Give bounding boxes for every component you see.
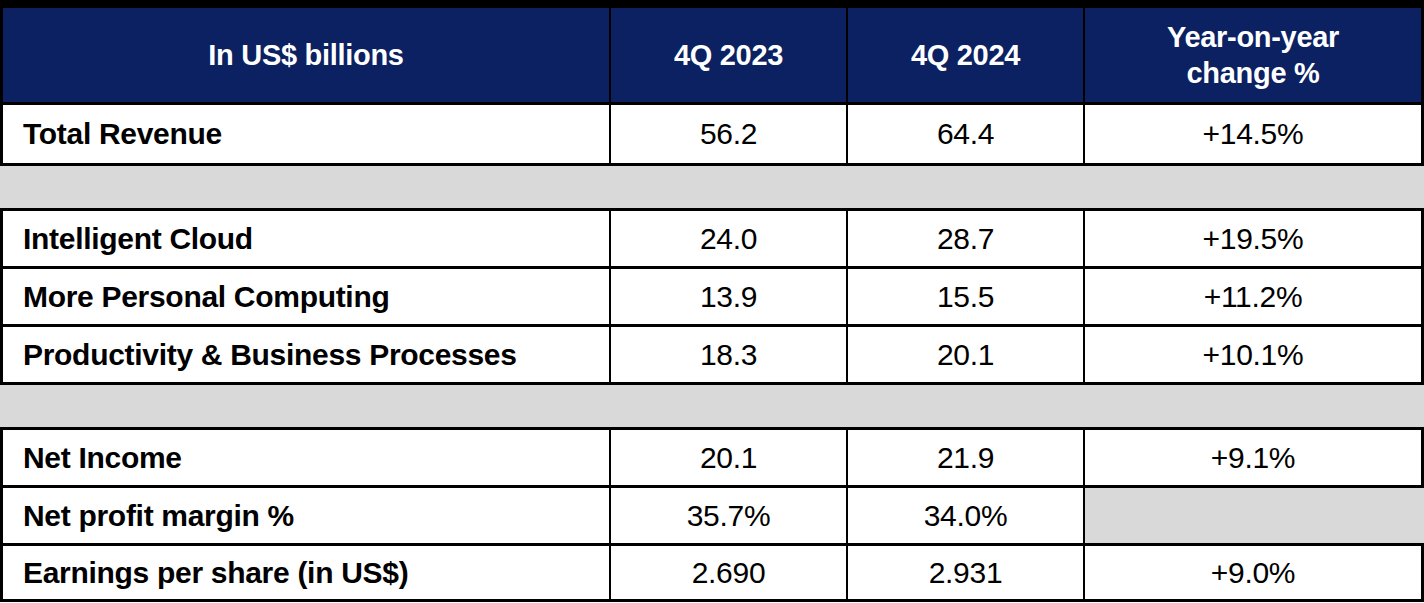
- table-row-earnings-per-share: Earnings per share (in US$) 2.690 2.931 …: [0, 546, 1424, 602]
- row-label: Earnings per share (in US$): [3, 546, 611, 599]
- value-4q2023: 20.1: [611, 430, 848, 485]
- value-yoy-change: +14.5%: [1085, 105, 1421, 163]
- header-label-4q2024: 4Q 2024: [911, 37, 1020, 73]
- value-yoy-change: +9.1%: [1085, 430, 1421, 485]
- table-row-more-personal-computing: More Personal Computing 13.9 15.5 +11.2%: [0, 269, 1424, 327]
- table-row-net-income: Net Income 20.1 21.9 +9.1%: [0, 430, 1424, 488]
- value-4q2023: 24.0: [611, 211, 848, 266]
- value-4q2024: 21.9: [848, 430, 1085, 485]
- header-cell-4q2023: 4Q 2023: [611, 8, 848, 102]
- row-label: Net profit margin %: [3, 488, 611, 543]
- value-4q2024: 15.5: [848, 269, 1085, 324]
- table-row-productivity-business-processes: Productivity & Business Processes 18.3 2…: [0, 327, 1424, 385]
- table-row-total-revenue: Total Revenue 56.2 64.4 +14.5%: [0, 105, 1424, 166]
- quarterly-results-table: In US$ billions 4Q 2023 4Q 2024 Year-on-…: [0, 0, 1424, 603]
- value-4q2024: 28.7: [848, 211, 1085, 266]
- header-label-4q2023: 4Q 2023: [674, 37, 783, 73]
- row-label: Net Income: [3, 430, 611, 485]
- value-yoy-change: +11.2%: [1085, 269, 1421, 324]
- row-label: Intelligent Cloud: [3, 211, 611, 266]
- header-cell-yoy-change: Year-on-year change %: [1085, 8, 1421, 102]
- header-cell-4q2024: 4Q 2024: [848, 8, 1085, 102]
- table-row-intelligent-cloud: Intelligent Cloud 24.0 28.7 +19.5%: [0, 211, 1424, 269]
- value-4q2023: 13.9: [611, 269, 848, 324]
- spacer-row: [0, 385, 1424, 430]
- value-4q2023: 56.2: [611, 105, 848, 163]
- header-cell-metric: In US$ billions: [3, 8, 611, 102]
- value-yoy-change: +9.0%: [1085, 546, 1421, 599]
- header-label-yoy-change: Year-on-year change %: [1133, 19, 1373, 92]
- value-4q2023: 2.690: [611, 546, 848, 599]
- value-4q2023: 18.3: [611, 327, 848, 382]
- table-row-net-profit-margin: Net profit margin % 35.7% 34.0%: [0, 488, 1424, 546]
- spacer-row: [0, 166, 1424, 211]
- value-yoy-change: +10.1%: [1085, 327, 1421, 382]
- row-label: Total Revenue: [3, 105, 611, 163]
- row-label: More Personal Computing: [3, 269, 611, 324]
- table-header-row: In US$ billions 4Q 2023 4Q 2024 Year-on-…: [0, 8, 1424, 105]
- value-4q2024: 20.1: [848, 327, 1085, 382]
- empty-yoy-cell: [1085, 488, 1424, 543]
- value-4q2024: 34.0%: [848, 488, 1085, 543]
- header-label-metric: In US$ billions: [208, 37, 403, 73]
- value-4q2023: 35.7%: [611, 488, 848, 543]
- value-4q2024: 64.4: [848, 105, 1085, 163]
- value-yoy-change: +19.5%: [1085, 211, 1421, 266]
- row-label: Productivity & Business Processes: [3, 327, 611, 382]
- value-4q2024: 2.931: [848, 546, 1085, 599]
